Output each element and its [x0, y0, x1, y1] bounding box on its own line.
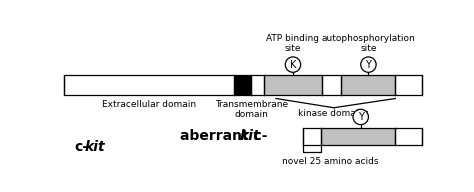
Text: kit: kit [240, 129, 261, 143]
Text: kit: kit [85, 140, 106, 154]
Bar [251, 75, 264, 95]
Bar [321, 128, 395, 145]
Circle shape [361, 57, 376, 72]
Text: novel 25 amino acids: novel 25 amino acids [282, 157, 378, 166]
Bar [395, 75, 421, 95]
Bar [64, 75, 421, 95]
Bar [303, 128, 321, 145]
Bar [234, 75, 251, 95]
Text: c-: c- [74, 140, 88, 154]
Text: Extracellular domain: Extracellular domain [102, 100, 196, 109]
Circle shape [353, 109, 368, 125]
Text: autophosphorylation
site: autophosphorylation site [321, 34, 415, 53]
Bar [395, 128, 421, 145]
Text: kinase domains: kinase domains [299, 109, 369, 118]
Bar [303, 128, 421, 145]
Text: K: K [290, 60, 296, 70]
Bar [322, 75, 341, 95]
Text: aberrant c-: aberrant c- [180, 129, 267, 143]
Text: Transmembrane
domain: Transmembrane domain [215, 100, 288, 119]
Bar [264, 75, 322, 95]
Text: Y: Y [358, 112, 364, 122]
Text: ATP binding
site: ATP binding site [266, 34, 319, 53]
Circle shape [285, 57, 301, 72]
Bar [341, 75, 395, 95]
Bar [64, 75, 234, 95]
Text: Y: Y [365, 60, 371, 70]
